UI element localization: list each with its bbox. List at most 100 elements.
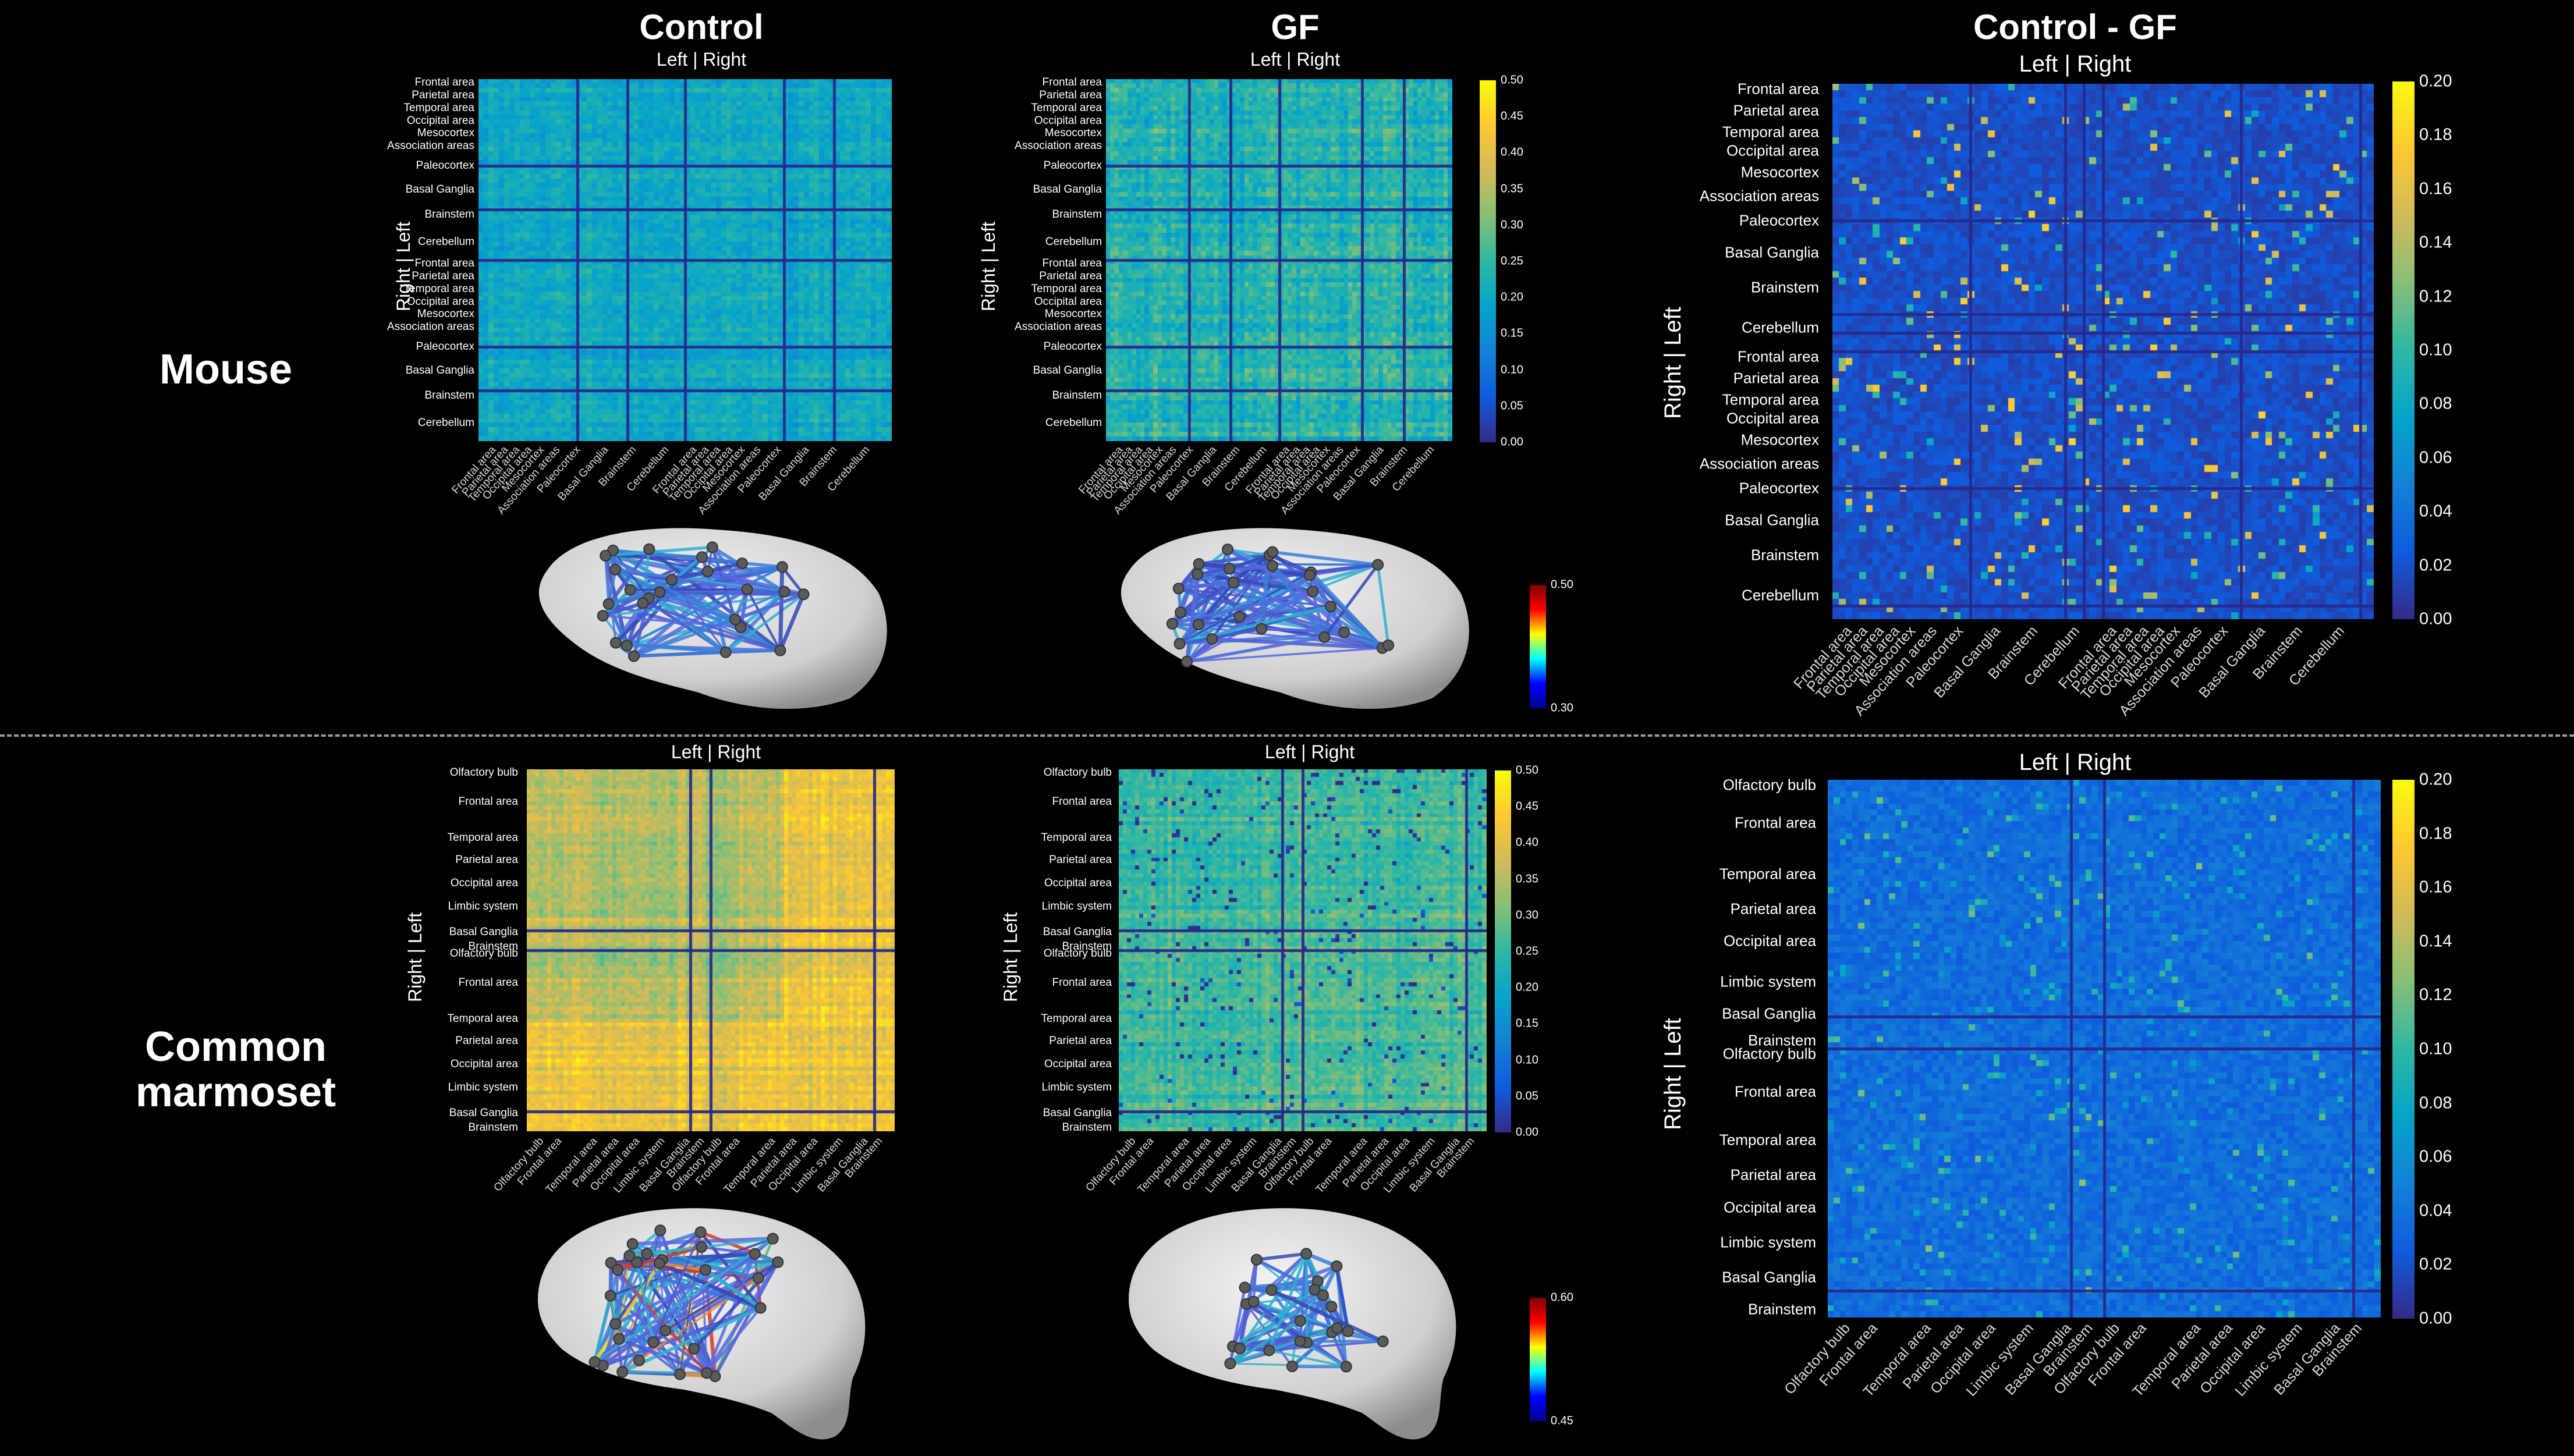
mouse-diff-ylabel-16: Paleocortex: [1739, 479, 1819, 497]
marmoset-matrix-colorbar-tick-8: 0.10: [1516, 1053, 1538, 1067]
marmoset-control-ylabel-1: Frontal area: [458, 795, 518, 808]
marmoset-control-brain-edge: [647, 1237, 773, 1255]
mouse-diff-left-right: Left | Right: [2019, 51, 2132, 77]
marmoset-diff-colorbar-tick-1: 0.18: [2419, 824, 2452, 843]
marmoset-gf-ylabel-3: Parietal area: [1049, 853, 1112, 866]
mouse-control-brain-edge: [605, 545, 713, 557]
marmoset-control-right-left: Right | Left: [405, 912, 426, 1002]
marmoset-diff-colorbar-tick-6: 0.08: [2419, 1093, 2452, 1113]
mouse-control-ylabel-13: Occipital area: [406, 295, 474, 308]
marmoset-gf-ylabel-6: Basal Ganglia: [1043, 925, 1112, 938]
mouse-control-brain-node: [736, 557, 748, 570]
marmoset-control-ylabel-15: Brainstem: [468, 1121, 518, 1134]
marmoset-diff-colorbar-tick-0: 0.20: [2419, 770, 2452, 789]
mouse-control-ylabel-11: Parietal area: [412, 269, 474, 282]
marmoset-diff-ylabel-7: Brainstem: [1747, 1031, 1816, 1049]
marmoset-matrix-colorbar-tick-2: 0.40: [1516, 836, 1538, 849]
mouse-gf-brain-edge: [1229, 553, 1270, 570]
mouse-control-brain-edge: [633, 590, 785, 658]
mouse-control-ylabel-0: Frontal area: [414, 76, 474, 89]
mouse-matrix-colorbar-tick-10: 0.00: [1501, 435, 1523, 449]
section-divider: [0, 734, 2574, 737]
marmoset-matrix-colorbar-tick-1: 0.45: [1516, 800, 1538, 813]
mouse-gf-brain-edge: [1268, 553, 1312, 574]
mouse-diff-matrix-canvas: [1832, 84, 2374, 619]
mouse-gf-ylabel-5: Association areas: [1015, 140, 1102, 152]
mouse-diff-ylabel-9: Cerebellum: [1742, 318, 1819, 336]
mouse-control-brain-edge: [711, 545, 786, 594]
marmoset-gf-brain-node: [1265, 1284, 1278, 1297]
mouse-control-brain-edge: [747, 587, 804, 596]
marmoset-diff-ylabel-6: Basal Ganglia: [1722, 1004, 1816, 1022]
mouse-gf-brain-edge: [1199, 562, 1310, 577]
marmoset-control-ylabel-11: Parietal area: [455, 1034, 518, 1047]
mouse-control-ylabel-5: Association areas: [387, 140, 474, 152]
marmoset-diff-matrix: [1828, 780, 2381, 1317]
marmoset-gf-right-left: Right | Left: [1000, 912, 1021, 1002]
marmoset-diff-ylabel-11: Parietal area: [1730, 1166, 1816, 1184]
marmoset-matrix-colorbar-tick-5: 0.25: [1516, 944, 1538, 958]
mouse-control-brain-edge: [648, 548, 782, 652]
mouse-gf-ylabel-7: Basal Ganglia: [1033, 183, 1102, 196]
marmoset-control-brain-node: [623, 1249, 636, 1262]
mouse-matrix-colorbar-tick-3: 0.35: [1501, 182, 1523, 196]
mouse-gf-brain-node: [1267, 546, 1279, 558]
mouse-gf-left-right: Left | Right: [1250, 49, 1341, 70]
mouse-control-brain-node: [624, 584, 636, 596]
marmoset-gf-brain: [1129, 1208, 1456, 1440]
mouse-gf-brain-edge: [1271, 564, 1346, 634]
marmoset-gf-brain-node: [1286, 1360, 1298, 1372]
mouse-gf-right-left: Right | Left: [978, 221, 999, 311]
mouse-control-brain-edge: [604, 555, 644, 604]
marmoset-control-brain-edge: [593, 1295, 612, 1363]
marmoset-control-brain-edge: [609, 1295, 621, 1340]
mouse-gf-ylabel-19: Cerebellum: [1045, 416, 1102, 429]
mouse-control-ylabel-8: Brainstem: [424, 208, 474, 221]
mouse-diff-colorbar-tick-4: 0.12: [2419, 287, 2452, 306]
mouse-gf-ylabel-14: Mesocortex: [1044, 308, 1102, 321]
title-control: Control: [639, 8, 764, 47]
marmoset-control-ylabel-6: Basal Ganglia: [449, 925, 518, 938]
mouse-gf-brain-edge: [1179, 627, 1262, 645]
mouse-gf-brain-node: [1173, 638, 1186, 650]
marmoset-control-brain-node: [688, 1343, 700, 1355]
marmoset-gf-brain-node: [1300, 1248, 1313, 1260]
marmoset-gf-ylabel-14: Basal Ganglia: [1043, 1106, 1112, 1119]
marmoset-control-ylabel-10: Temporal area: [447, 1013, 518, 1025]
mouse-matrix-colorbar-tick-8: 0.10: [1501, 363, 1523, 377]
marmoset-control-brain-node: [647, 1336, 660, 1348]
mouse-gf-brain-node: [1372, 559, 1384, 571]
mouse-control-matrix-canvas: [478, 79, 892, 441]
mouse-gf-brain-edge: [1227, 548, 1270, 556]
mouse-gf-brain-edge: [1199, 553, 1270, 566]
marmoset-control-brain-edge: [615, 1252, 756, 1326]
mouse-control-brain: [538, 528, 887, 709]
marmoset-control-brain-edge: [593, 1258, 664, 1363]
mouse-gf-brain-node: [1228, 577, 1240, 589]
mouse-control-brain-node: [778, 585, 790, 598]
marmoset-control-ylabel-14: Basal Ganglia: [449, 1106, 518, 1119]
mouse-control-ylabel-18: Brainstem: [424, 389, 474, 402]
marmoset-control-left-right: Left | Right: [671, 741, 761, 762]
marmoset-gf-ylabel-15: Brainstem: [1062, 1121, 1112, 1134]
marmoset-control-brain-edge: [593, 1262, 639, 1363]
marmoset-diff-ylabel-3: Parietal area: [1730, 900, 1816, 918]
mouse-control-ylabel-9: Cerebellum: [417, 235, 474, 248]
title-gf: GF: [1271, 8, 1320, 47]
mouse-gf-brain-node: [1192, 619, 1204, 631]
marmoset-control-brain-node: [641, 1248, 653, 1260]
mouse-gf-brain-node: [1206, 633, 1218, 645]
marmoset-gf-brain-node: [1309, 1284, 1321, 1296]
mouse-edge-colorbar-tick-0: 0.50: [1551, 578, 1573, 591]
mouse-control-brain-node: [696, 551, 708, 563]
marmoset-gf-ylabel-11: Parietal area: [1049, 1034, 1112, 1047]
marmoset-control-brain-edge: [652, 1231, 702, 1343]
mouse-gf-ylabel-0: Frontal area: [1042, 76, 1102, 89]
mouse-control-ylabel-10: Frontal area: [414, 257, 474, 270]
marmoset-diff-colorbar-tick-3: 0.14: [2419, 932, 2452, 951]
marmoset-control-brain-edge: [615, 1323, 681, 1376]
mouse-control-brain-edge: [630, 564, 783, 592]
mouse-control-ylabel-3: Occipital area: [406, 114, 474, 127]
marmoset-control-ylabel-7: Brainstem: [468, 940, 518, 953]
mouse-control-ylabel-6: Paleocortex: [416, 159, 474, 172]
